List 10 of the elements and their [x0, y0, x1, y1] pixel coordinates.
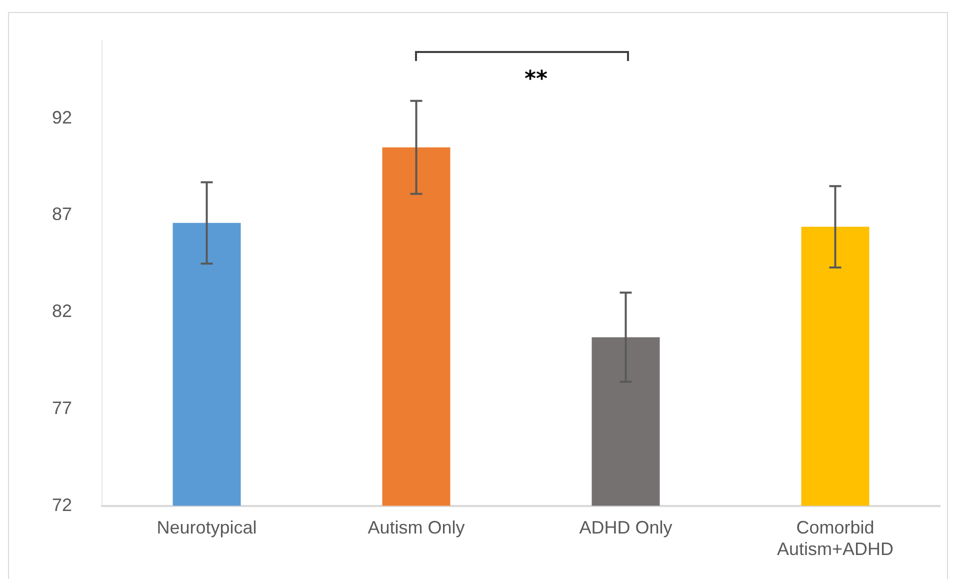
x-tick-label: ADHD Only [579, 518, 672, 538]
y-tick-label: 72 [52, 494, 72, 515]
x-tick-label: Neurotypical [156, 518, 257, 538]
y-tick-label: 87 [52, 204, 72, 224]
annotation: ** [524, 66, 548, 92]
x-tick-label: Comorbid Autism+ADHD [776, 518, 894, 560]
x-tick-label: Autism Only [368, 518, 465, 538]
y-tick-label: 77 [52, 398, 72, 418]
y-tick-label: 92 [52, 107, 72, 128]
y-tick-label: 82 [52, 301, 72, 322]
